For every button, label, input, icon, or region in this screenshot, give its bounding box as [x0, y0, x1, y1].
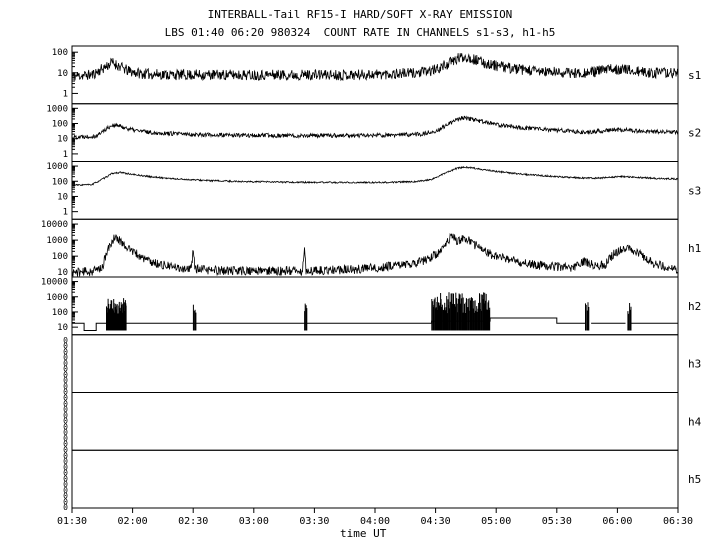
- svg-text:0: 0: [63, 411, 68, 420]
- svg-text:03:00: 03:00: [239, 516, 269, 527]
- svg-text:0: 0: [63, 342, 68, 351]
- svg-text:0: 0: [63, 399, 68, 408]
- svg-text:0: 0: [63, 497, 68, 506]
- svg-text:06:30: 06:30: [663, 516, 693, 527]
- svg-text:0: 0: [63, 480, 68, 489]
- svg-text:0: 0: [63, 486, 68, 495]
- svg-text:10: 10: [57, 69, 68, 79]
- svg-text:s1: s1: [688, 69, 701, 82]
- svg-text:0: 0: [63, 376, 68, 385]
- svg-text:h1: h1: [688, 242, 701, 255]
- svg-text:1: 1: [63, 89, 68, 99]
- svg-text:0: 0: [63, 365, 68, 374]
- svg-text:04:00: 04:00: [360, 516, 390, 527]
- svg-text:h2: h2: [688, 300, 701, 313]
- svg-text:100: 100: [52, 252, 68, 262]
- svg-text:100: 100: [52, 120, 68, 130]
- svg-text:1000: 1000: [46, 162, 68, 172]
- svg-text:05:00: 05:00: [481, 516, 511, 527]
- svg-text:0: 0: [63, 451, 68, 460]
- svg-text:0: 0: [63, 382, 68, 391]
- svg-text:0: 0: [63, 492, 68, 501]
- svg-text:s2: s2: [688, 127, 701, 140]
- chart-title: INTERBALL-Tail RF15-I HARD/SOFT X-RAY EM…: [207, 8, 513, 21]
- svg-text:06:00: 06:00: [602, 516, 632, 527]
- svg-text:s3: s3: [688, 184, 701, 197]
- svg-text:10: 10: [57, 268, 68, 278]
- svg-text:100: 100: [52, 177, 68, 187]
- svg-text:0: 0: [63, 422, 68, 431]
- svg-text:1000: 1000: [46, 104, 68, 114]
- svg-text:05:30: 05:30: [542, 516, 572, 527]
- svg-text:0: 0: [63, 503, 68, 512]
- svg-text:0: 0: [63, 370, 68, 379]
- svg-text:10: 10: [57, 135, 68, 145]
- svg-text:1: 1: [63, 208, 68, 218]
- svg-text:0: 0: [63, 469, 68, 478]
- svg-text:1000: 1000: [46, 236, 68, 246]
- svg-text:02:30: 02:30: [178, 516, 208, 527]
- svg-text:0: 0: [63, 457, 68, 466]
- svg-text:03:30: 03:30: [299, 516, 329, 527]
- svg-text:0: 0: [63, 434, 68, 443]
- svg-text:0: 0: [63, 428, 68, 437]
- svg-text:01:30: 01:30: [57, 516, 87, 527]
- svg-text:0: 0: [63, 445, 68, 454]
- svg-text:10: 10: [57, 323, 68, 333]
- svg-text:1: 1: [63, 150, 68, 160]
- svg-text:h5: h5: [688, 473, 701, 486]
- chart-subtitle: LBS 01:40 06:20 980324 COUNT RATE IN CHA…: [164, 26, 556, 39]
- svg-text:0: 0: [63, 394, 68, 403]
- svg-text:04:30: 04:30: [421, 516, 451, 527]
- svg-text:100: 100: [52, 308, 68, 318]
- svg-text:0: 0: [63, 347, 68, 356]
- svg-text:1000: 1000: [46, 293, 68, 303]
- svg-text:0: 0: [63, 474, 68, 483]
- svg-text:0: 0: [63, 463, 68, 472]
- svg-text:10: 10: [57, 192, 68, 202]
- svg-text:10000: 10000: [41, 220, 68, 230]
- svg-text:0: 0: [63, 353, 68, 362]
- svg-text:0: 0: [63, 388, 68, 397]
- svg-text:100: 100: [52, 48, 68, 58]
- svg-text:h3: h3: [688, 358, 701, 371]
- svg-text:0: 0: [63, 405, 68, 414]
- svg-text:0: 0: [63, 440, 68, 449]
- svg-text:10000: 10000: [41, 278, 68, 288]
- svg-text:0: 0: [63, 359, 68, 368]
- x-axis-label: time UT: [340, 527, 387, 540]
- svg-text:0: 0: [63, 417, 68, 426]
- svg-text:02:00: 02:00: [118, 516, 148, 527]
- svg-text:h4: h4: [688, 415, 702, 428]
- svg-text:0: 0: [63, 336, 68, 345]
